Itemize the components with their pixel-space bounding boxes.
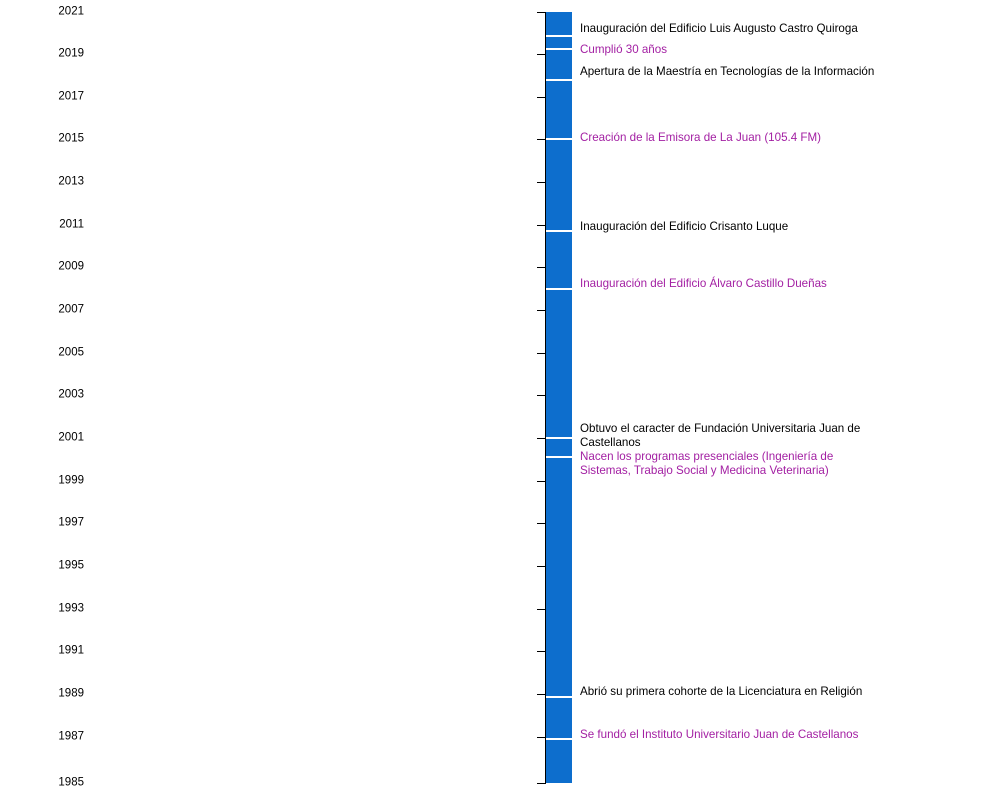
timeline-event-label: Cumplió 30 años [580,43,668,56]
tick-mark-icon [537,395,546,396]
tick-mark-icon [537,609,546,610]
tick-mark-icon [537,225,546,226]
axis-tick-label: 2009 [58,260,84,273]
axis-tick-label: 1991 [58,644,84,657]
tick-mark-icon [537,12,546,13]
timeline-event-label: Inauguración del Edificio Crisanto Luque [580,220,789,233]
bar-divider-9 [546,738,572,740]
timeline-bar [546,12,572,783]
bar-divider-1 [546,48,572,50]
tick-mark-icon [537,97,546,98]
axis-tick-label: 1985 [58,776,84,789]
timeline-event-label: Abrió su primera cohorte de la Licenciat… [580,685,863,698]
axis-tick-label: 2007 [58,303,84,316]
axis-tick-label: 2015 [58,132,84,145]
timeline-event-label: Obtuvo el caracter de Fundación Universi… [580,422,861,449]
axis-tick-label: 1993 [58,602,84,615]
timeline-axis-spine [545,12,546,783]
axis-tick-label: 1995 [58,559,84,572]
axis-tick-label: 1989 [58,687,84,700]
bar-divider-2 [546,79,572,81]
bar-divider-4 [546,230,572,232]
bar-divider-7 [546,456,572,458]
tick-mark-icon [537,353,546,354]
axis-tick-label: 2017 [58,90,84,103]
tick-mark-icon [537,694,546,695]
tick-mark-icon [537,481,546,482]
tick-mark-icon [537,651,546,652]
axis-tick-label: 2021 [58,5,84,18]
tick-mark-icon [537,54,546,55]
tick-mark-icon [537,523,546,524]
tick-mark-icon [537,783,546,784]
bar-divider-6 [546,437,572,439]
axis-tick-label: 2011 [59,218,84,231]
timeline-event-label: Nacen los programas presenciales (Ingeni… [580,450,834,477]
axis-tick-label: 1997 [58,516,84,529]
tick-mark-icon [537,438,546,439]
axis-tick-label: 1999 [58,474,84,487]
tick-mark-icon [537,182,546,183]
axis-tick-label: 2005 [58,346,84,359]
axis-tick-label: 2003 [58,388,84,401]
timeline-event-label: Inauguración del Edificio Álvaro Castill… [580,277,827,290]
axis-tick-label: 1987 [58,730,84,743]
axis-tick-label: 2013 [58,175,84,188]
axis-tick-label: 2019 [58,47,84,60]
axis-tick-label: 2001 [58,431,84,444]
tick-mark-icon [537,310,546,311]
bar-divider-8 [546,696,572,698]
tick-mark-icon [537,139,546,140]
timeline-event-label: Se fundó el Instituto Universitario Juan… [580,728,859,741]
timeline-event-label: Inauguración del Edificio Luis Augusto C… [580,22,858,35]
timeline-event-label: Creación de la Emisora de La Juan (105.4… [580,131,822,144]
tick-mark-icon [537,737,546,738]
bar-divider-3 [546,138,572,140]
bar-divider-0 [546,35,572,37]
tick-mark-icon [537,267,546,268]
bar-divider-5 [546,288,572,290]
tick-mark-icon [537,566,546,567]
timeline-event-label: Apertura de la Maestría en Tecnologías d… [580,65,875,78]
